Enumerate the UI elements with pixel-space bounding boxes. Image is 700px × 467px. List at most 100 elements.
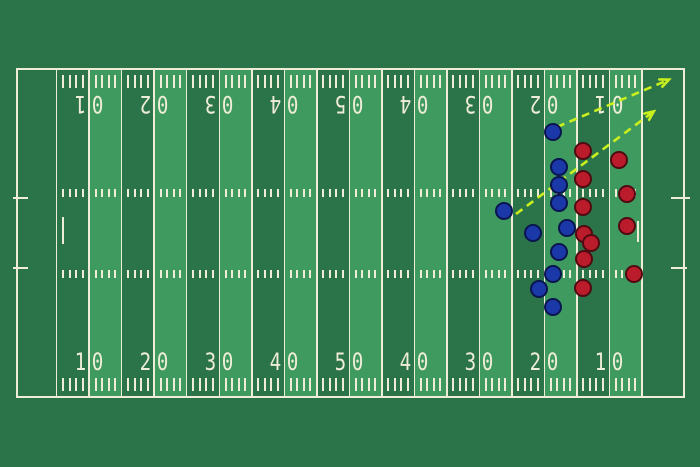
hash-tick (530, 75, 533, 88)
hash-tick (75, 75, 78, 88)
hash-tick (81, 75, 84, 88)
hash-tick (634, 378, 637, 391)
hash-tick (211, 75, 214, 88)
hash-tick (302, 378, 305, 391)
yard-number-digit: 2 (139, 348, 152, 376)
hash-tick (179, 270, 182, 278)
hash-tick (322, 378, 325, 391)
hash-tick (237, 189, 240, 197)
hash-tick (393, 189, 396, 197)
hash-tick (387, 270, 390, 278)
yard-line (55, 67, 58, 398)
hash-tick (211, 270, 214, 278)
hash-tick (341, 75, 344, 88)
hash-tick (452, 270, 455, 278)
player-dot-blue-team (544, 123, 562, 141)
hash-tick (94, 378, 97, 391)
hash-tick (81, 189, 84, 197)
hash-tick (393, 378, 396, 391)
hash-tick (465, 75, 468, 88)
player-dot-blue-team (550, 243, 568, 261)
player-dot-blue-team (530, 280, 548, 298)
hash-tick (159, 270, 162, 278)
hash-tick (68, 270, 71, 278)
hash-tick (94, 75, 97, 88)
sideline-tick (13, 266, 28, 269)
hash-tick (562, 270, 565, 278)
route-arrow-2 (515, 112, 653, 216)
hash-tick (504, 75, 507, 88)
hash-tick (341, 270, 344, 278)
hash-tick (257, 75, 260, 88)
hash-tick (94, 189, 97, 197)
hash-tick (354, 378, 357, 391)
hash-tick (426, 378, 429, 391)
yard-number-digit: 0 (287, 348, 299, 376)
hash-tick (354, 270, 357, 278)
hash-tick (263, 378, 266, 391)
hash-tick (101, 75, 104, 88)
hash-tick (101, 270, 104, 278)
player-dot-red-team (575, 250, 593, 268)
hash-tick (491, 189, 494, 197)
player-dot-blue-team (544, 265, 562, 283)
field-stripe (414, 67, 447, 398)
hash-tick (406, 189, 409, 197)
hash-tick (231, 270, 234, 278)
hash-tick (159, 75, 162, 88)
yard-number-digit: 0 (157, 348, 169, 376)
hash-tick (536, 75, 539, 88)
yard-number-digit: 4 (399, 348, 412, 376)
hash-tick (198, 270, 201, 278)
hash-tick (549, 378, 552, 391)
hash-tick (614, 270, 617, 278)
yard-line (153, 67, 155, 398)
hash-tick (491, 270, 494, 278)
hash-tick (393, 75, 396, 88)
hash-tick (114, 270, 117, 278)
hash-tick (419, 75, 422, 88)
hash-tick (536, 270, 539, 278)
hash-tick (172, 270, 175, 278)
hash-tick (367, 75, 370, 88)
hash-tick (465, 189, 468, 197)
hash-tick (237, 75, 240, 88)
hash-tick (426, 75, 429, 88)
hash-tick (432, 378, 435, 391)
hash-tick (179, 75, 182, 88)
field-stripe (219, 67, 252, 398)
hash-tick (439, 270, 442, 278)
hash-tick (517, 378, 520, 391)
hash-tick (484, 378, 487, 391)
hash-tick (270, 378, 273, 391)
hash-tick (107, 75, 110, 88)
hash-tick (458, 75, 461, 88)
hash-tick (530, 378, 533, 391)
hash-tick (419, 270, 422, 278)
hash-tick (276, 270, 279, 278)
hash-tick (205, 75, 208, 88)
player-dot-red-team (582, 234, 600, 252)
hash-tick (419, 189, 422, 197)
hash-tick (107, 270, 110, 278)
hash-tick (192, 378, 195, 391)
hash-tick (263, 75, 266, 88)
hash-tick (484, 75, 487, 88)
hash-tick (627, 378, 630, 391)
hash-tick (257, 378, 260, 391)
hash-tick (458, 189, 461, 197)
hash-tick (107, 378, 110, 391)
hash-tick (205, 270, 208, 278)
field-stripe (284, 67, 317, 398)
hash-tick (621, 75, 624, 88)
hash-tick (296, 75, 299, 88)
hash-tick (517, 189, 520, 197)
yard-line (120, 67, 123, 398)
yard-number-digit: 0 (92, 348, 104, 376)
hash-tick (595, 378, 598, 391)
hash-tick (523, 189, 526, 197)
hash-tick (523, 378, 526, 391)
hash-tick (127, 378, 130, 391)
hash-tick (146, 378, 149, 391)
